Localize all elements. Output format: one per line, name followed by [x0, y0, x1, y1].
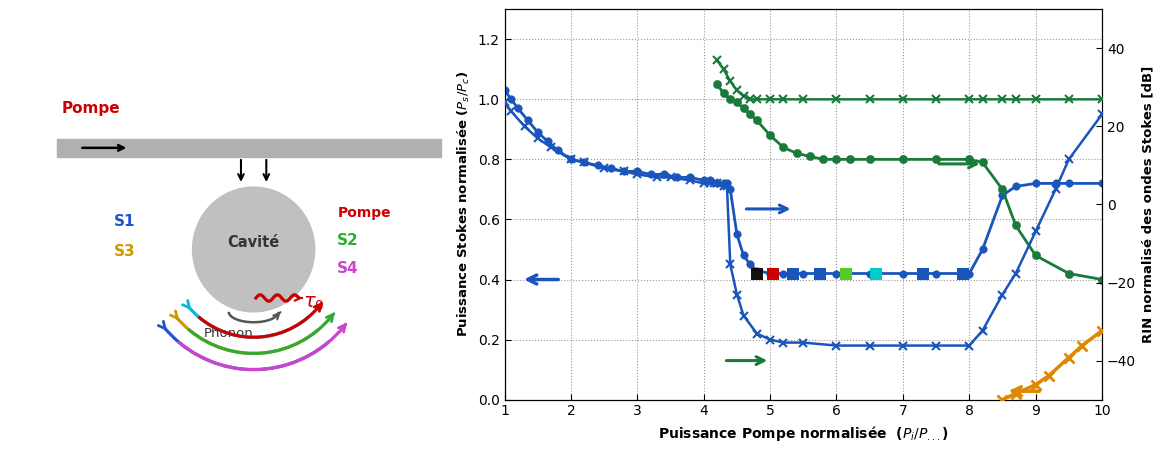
- Text: $\tau_0$: $\tau_0$: [304, 293, 325, 312]
- Text: S3: S3: [114, 244, 135, 259]
- Text: Cavité: Cavité: [227, 235, 280, 250]
- Text: Pompe: Pompe: [338, 206, 391, 220]
- Text: S2: S2: [338, 233, 360, 248]
- X-axis label: Puissance Pompe normalisée  ($P_i /P_{...}$): Puissance Pompe normalisée ($P_i /P_{...…: [658, 424, 949, 443]
- Circle shape: [193, 187, 314, 312]
- Bar: [57, 139, 441, 157]
- Text: S1: S1: [114, 214, 135, 229]
- Text: Phonon: Phonon: [204, 327, 254, 340]
- Y-axis label: RIN normalisé des ondes Stokes [dB]: RIN normalisé des ondes Stokes [dB]: [1141, 66, 1154, 343]
- Y-axis label: Puissance Stokes normalisée ($P_s/P_c$): Puissance Stokes normalisée ($P_s/P_c$): [456, 72, 472, 337]
- Text: Pompe: Pompe: [61, 101, 119, 116]
- Text: S4: S4: [338, 261, 358, 275]
